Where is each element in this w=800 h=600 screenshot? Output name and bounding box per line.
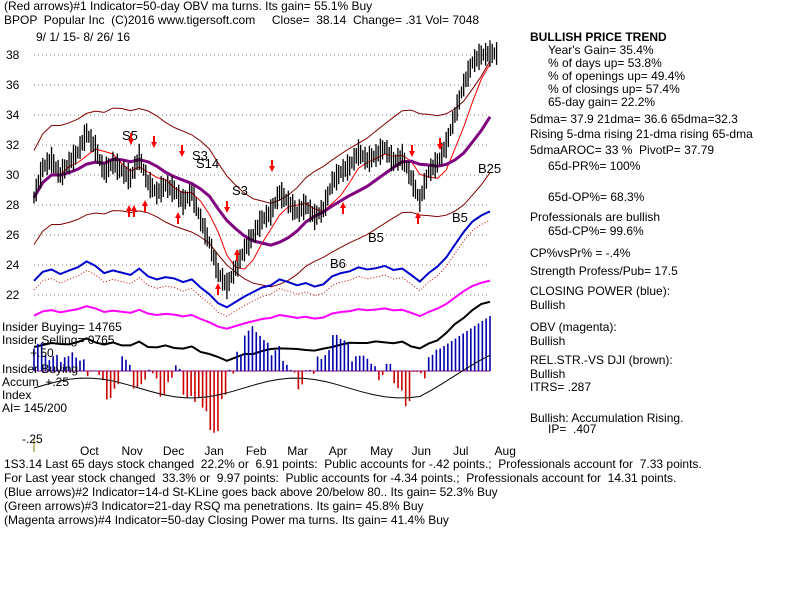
month-label-apr: Apr (329, 444, 348, 458)
closing-power-label: CLOSING POWER (blue): (530, 284, 671, 298)
date-range: 9/ 1/ 15- 8/ 26/ 16 (36, 30, 131, 44)
month-label-may: May (370, 444, 393, 458)
insider-buying-label-2: Insider Buying (2, 362, 79, 376)
professionals: Professionals are bullish (530, 210, 661, 224)
op65: 65d-OP%= 68.3% (548, 190, 645, 204)
footer-line-5: (Magenta arrows)#4 Indicator=50-day Clos… (4, 513, 449, 527)
buy-arrow (215, 283, 221, 295)
buy-arrow (415, 212, 421, 224)
signal-label-s3: S3 (192, 148, 208, 163)
footer-line-2: For Last year stock changed 33.3% or 9.9… (4, 471, 677, 485)
ip-value: IP= .407 (548, 422, 597, 436)
accum-ma-line (33, 354, 491, 399)
month-label-jan: Jan (204, 444, 223, 458)
upper-band-line (33, 60, 491, 204)
sell-arrow (224, 201, 230, 213)
sell-arrow (128, 133, 134, 145)
header-ticker-line: BPOP Popular Inc (C)2016 www.tigersoft.c… (4, 13, 480, 27)
minus25-label: -.25 (22, 432, 43, 446)
dma-values: 5dma= 37.9 21dma= 36.6 65dma=32.3 (530, 112, 738, 126)
trend-title: BULLISH PRICE TREND (530, 30, 667, 44)
buy-arrow (126, 205, 132, 217)
lower-band-line (33, 172, 491, 288)
gain-65day: 65-day gain= 22.2% (548, 95, 656, 109)
y-tick-label: 32 (6, 138, 20, 152)
buy-arrow (131, 205, 137, 217)
y-tick-label: 30 (6, 168, 20, 182)
sell-arrow (269, 160, 275, 172)
signal-label-b6: B6 (330, 256, 346, 271)
header-indicator-line: (Red arrows)#1 Indicator=50-day OBV ma t… (4, 0, 373, 13)
ma65-line (32, 115, 492, 247)
signal-label-b25: B25 (478, 161, 501, 176)
y-tick-label: 24 (6, 258, 20, 272)
footer-line-3: (Blue arrows)#2 Indicator=14-d St-KLine … (4, 485, 498, 499)
month-label-feb: Feb (246, 444, 267, 458)
index-label: Index (2, 388, 32, 402)
insider-selling-label: Insider Selling= 0765 (2, 333, 115, 347)
closing-power-line (33, 210, 491, 309)
footer-line-4: (Green arrows)#3 Indicator=21-day RSQ ma… (4, 499, 424, 513)
month-label-jun: Jun (412, 444, 431, 458)
month-label-oct: Oct (80, 444, 99, 458)
relstr-status: Bullish (530, 367, 566, 381)
closing-power-status: Bullish (530, 298, 566, 312)
obv-line (33, 279, 491, 330)
signal-label-b5: B5 (368, 230, 384, 245)
aroc-pivot: 5dmaAROC= 33 % PivotP= 37.79 (530, 143, 715, 157)
y-tick-label: 26 (6, 228, 20, 242)
buy-arrow (340, 202, 346, 214)
y-tick-label: 34 (6, 108, 20, 122)
years-gain: Year's Gain= 35.4% (548, 43, 654, 57)
sell-arrow (151, 136, 157, 148)
y-tick-label: 28 (6, 198, 20, 212)
insider-buying-label: Insider Buying= 14765 (2, 320, 122, 334)
y-tick-label: 38 (6, 48, 20, 62)
sell-arrow (437, 138, 443, 150)
openings-up: % of openings up= 49.4% (548, 69, 686, 83)
strength: Strength Profess/Pub= 17.5 (530, 264, 678, 278)
cp-vs-pr: CP%vsPr% = -.4% (530, 246, 631, 260)
month-label-dec: Dec (163, 444, 184, 458)
month-label-jul: Jul (453, 444, 468, 458)
signal-label-s14: S14 (196, 156, 219, 171)
month-label-aug: Aug (495, 444, 516, 458)
itrs: ITRS= .287 (530, 380, 592, 394)
footer-line-1: 1S3.14 Last 65 days stock changed 22.2% … (4, 457, 702, 471)
y-tick-label: 22 (6, 288, 20, 302)
buy-arrow (142, 200, 148, 212)
signal-label-s5: S5 (122, 128, 138, 143)
sell-arrow (179, 145, 185, 157)
signal-label-b5: B5 (452, 210, 468, 225)
relstr-label: REL.STR.-VS DJI (brown): (530, 353, 673, 367)
plus50-label: +.50 (30, 346, 54, 360)
buy-arrow (175, 212, 181, 224)
pr65: 65d-PR%= 100% (548, 159, 641, 173)
accum-rising: Bullish: Accumulation Rising. (530, 411, 684, 425)
obv-status: Bullish (530, 334, 566, 348)
y-tick-label: 36 (6, 78, 20, 92)
obv-label: OBV (magenta): (530, 320, 617, 334)
signal-label-s3: S3 (232, 183, 248, 198)
month-label-mar: Mar (287, 444, 308, 458)
relative-strength-line (33, 300, 491, 362)
sell-arrow (409, 145, 415, 157)
rising-status: Rising 5-dma rising 21-dma rising 65-dma (530, 127, 753, 141)
accum-label: Accum +.25 (2, 375, 70, 389)
buy-arrow (234, 249, 240, 261)
days-up: % of days up= 53.8% (548, 56, 662, 70)
month-label-nov: Nov (121, 444, 142, 458)
ai-label: AI= 145/200 (2, 401, 68, 415)
closings-up: % of closings up= 57.4% (548, 82, 680, 96)
cp65: 65d-CP%= 99.6% (548, 224, 644, 238)
